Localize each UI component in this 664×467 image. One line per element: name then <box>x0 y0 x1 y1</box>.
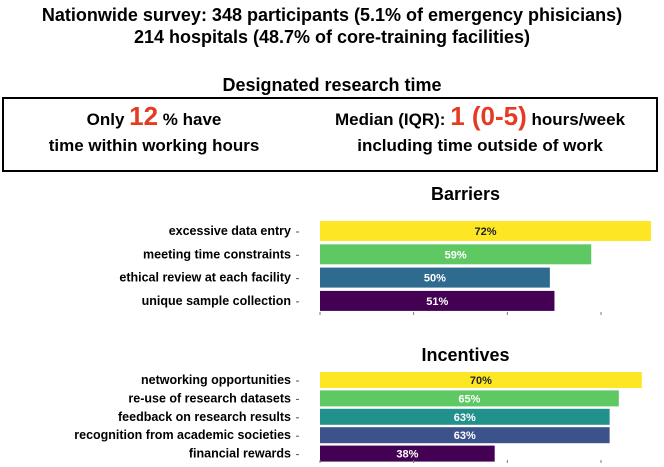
incentives-bar-value-label: 38% <box>396 449 418 461</box>
incentives-bar <box>320 445 495 462</box>
incentives-bar <box>320 372 642 388</box>
research-time-title: Designated research time <box>222 75 442 95</box>
survey-summary-line2: 214 hospitals (48.7% of core-training fa… <box>133 27 531 47</box>
incentives-bar <box>320 390 619 407</box>
working-hours-suffix: % have <box>158 110 222 129</box>
working-hours-description: time within working hours <box>48 136 260 155</box>
median-prefix: Median (IQR): <box>334 110 451 129</box>
median-suffix: hours/week <box>526 110 626 129</box>
barriers-category-label: meeting time constraints <box>143 247 291 261</box>
median-value: 1 (0-5) <box>450 101 527 131</box>
incentives-bar <box>320 408 610 425</box>
incentives-bar-value-label: 63% <box>454 430 476 442</box>
barriers-bar-value-label: 59% <box>445 249 467 261</box>
barriers-category-label: excessive data entry <box>169 224 291 238</box>
working-hours-prefix: Only <box>86 110 130 129</box>
incentives-bar-value-label: 65% <box>458 393 480 405</box>
incentives-category-label: re-use of research datasets <box>128 391 291 405</box>
barriers-bar-value-label: 51% <box>426 296 448 308</box>
working-hours-value: 12 <box>129 101 159 131</box>
median-hours-description: including time outside of work <box>357 136 603 155</box>
barriers-category-label: ethical review at each facility <box>119 271 291 285</box>
incentives-bar-value-label: 70% <box>470 375 492 387</box>
survey-summary-line1: Nationwide survey: 348 participants (5.1… <box>41 5 623 25</box>
barriers-bar <box>320 244 592 265</box>
incentives-bar-value-label: 63% <box>454 412 476 424</box>
incentives-category-label: financial rewards <box>189 447 291 461</box>
incentives-bar <box>320 427 610 444</box>
barriers-bar <box>320 267 550 288</box>
research-time-box: Only 12 % have time within working hours… <box>2 97 658 172</box>
barriers-bar-value-label: 50% <box>424 273 446 285</box>
incentives-chart-title: Incentives <box>421 345 509 365</box>
median-hours-stat: Median (IQR): 1 (0-5) hours/week <box>304 103 656 131</box>
incentives-category-label: networking opportunities <box>141 373 291 387</box>
incentives-category-label: recognition from academic societies <box>74 428 291 442</box>
barriers-bar-value-label: 72% <box>474 226 496 238</box>
barriers-category-label: unique sample collection <box>142 294 291 308</box>
barriers-chart-title: Barriers <box>431 184 500 204</box>
incentives-category-label: feedback on research results <box>118 410 291 424</box>
barriers-bar <box>320 290 555 311</box>
working-hours-stat: Only 12 % have <box>4 103 304 131</box>
barriers-bar <box>320 221 651 241</box>
